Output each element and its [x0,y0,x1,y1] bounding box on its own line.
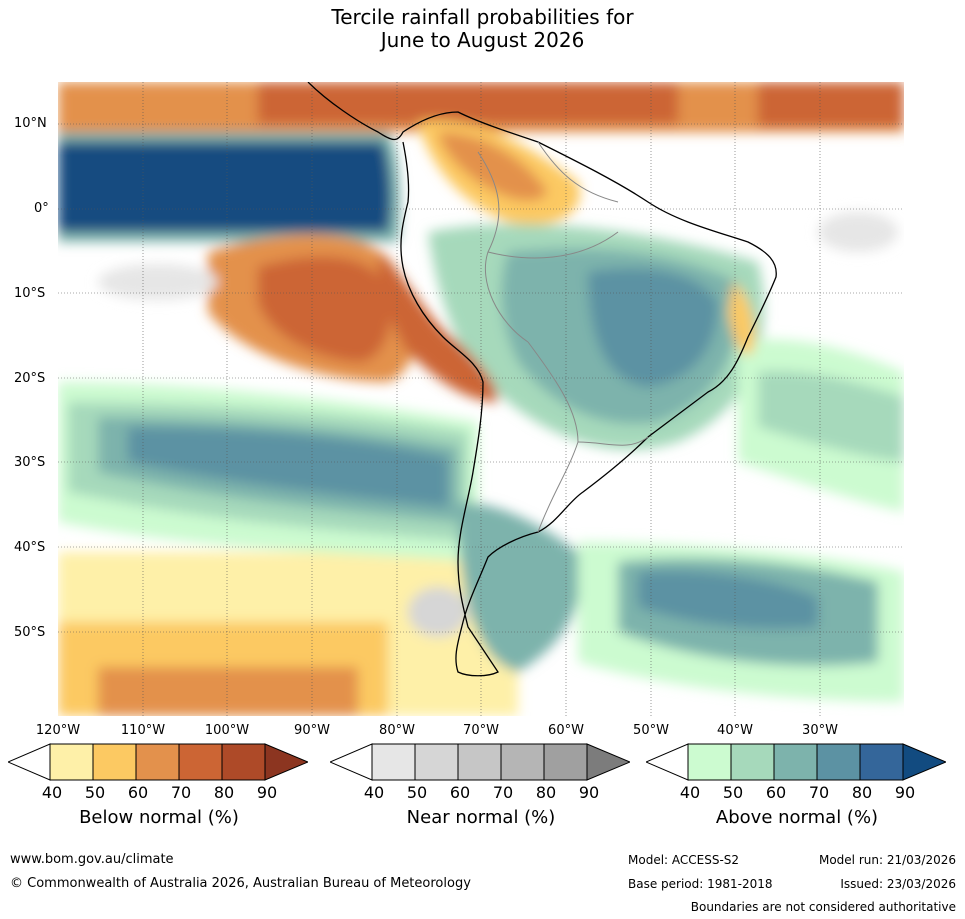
cb-above-tick: 80 [851,783,873,802]
rainfall-probability-map [58,82,904,716]
lon-label-110w: 110°W [120,723,166,738]
colorbar-below-min-triangle [8,743,51,781]
lat-label-10n: 10°N [14,116,47,131]
colorbar-near-title: Near normal (%) [406,807,556,828]
cb-above-tick: 40 [679,783,701,802]
cb-above-tick: 60 [765,783,787,802]
lon-label-90w: 90°W [294,723,330,738]
colorbar-below-swatch [136,744,179,780]
colorbar-near-normal [330,743,630,781]
colorbar-above-swatch [817,744,860,780]
lon-label-50w: 50°W [633,723,669,738]
colorbar-above-swatch [731,744,774,780]
cb-near-tick: 90 [578,783,600,802]
lon-label-120w: 120°W [35,723,81,738]
cb-below-tick: 50 [84,783,106,802]
footer-base-period: Base period: 1981-2018 [628,877,773,891]
colorbar-above-swatch [774,744,817,780]
colorbar-near-swatch [501,744,544,780]
footer-issued: Issued: 23/03/2026 [840,877,956,891]
lon-label-60w: 60°W [548,723,584,738]
colorbar-below-max-triangle [265,744,308,780]
cb-near-tick: 60 [449,783,471,802]
graticule [58,82,904,716]
lon-label-80w: 80°W [379,723,415,738]
lon-label-100w: 100°W [204,723,250,738]
cb-above-tick: 50 [722,783,744,802]
cb-below-tick: 90 [256,783,278,802]
footer-model-run: Model run: 21/03/2026 [818,853,956,867]
colorbar-above-swatch [688,744,731,780]
cb-near-tick: 40 [363,783,385,802]
lon-label-70w: 70°W [463,723,499,738]
lon-label-30w: 30°W [802,723,838,738]
map-title-line2: June to August 2026 [380,28,585,52]
colorbar-near-swatch [372,744,415,780]
lat-label-30s: 30°S [14,455,46,470]
footer-url: www.bom.gov.au/climate [10,852,174,867]
colorbar-above-title: Above normal (%) [715,807,879,828]
cb-near-tick: 70 [492,783,514,802]
colorbar-near-max-triangle [587,744,630,780]
cb-near-tick: 80 [535,783,557,802]
colorbar-below-swatch [222,744,265,780]
colorbar-near-swatch [415,744,458,780]
cb-near-tick: 50 [406,783,428,802]
colorbar-above-max-triangle [903,744,946,780]
colorbar-near-swatch [458,744,501,780]
lat-label-10s: 10°S [14,286,46,301]
cb-below-tick: 80 [213,783,235,802]
colorbar-near-min-triangle [330,743,373,781]
colorbar-below-title: Below normal (%) [79,807,239,828]
footer-disclaimer: Boundaries are not considered authoritat… [690,900,956,914]
colorbar-near-swatch [544,744,587,780]
colorbar-below-swatch [179,744,222,780]
lat-label-50s: 50°S [14,625,46,640]
cb-above-tick: 90 [894,783,916,802]
cb-below-tick: 60 [127,783,149,802]
footer-copyright: © Commonwealth of Australia 2026, Austra… [10,876,471,891]
colorbar-above-min-triangle [646,743,689,781]
country-borders [477,141,649,533]
colorbar-below-swatch [50,744,93,780]
cb-above-tick: 70 [808,783,830,802]
lon-label-40w: 40°W [717,723,753,738]
colorbar-above-swatch [860,744,903,780]
map-title-line1: Tercile rainfall probabilities for [331,5,634,29]
cb-below-tick: 70 [170,783,192,802]
colorbar-above-normal [646,743,946,781]
cb-below-tick: 40 [41,783,63,802]
lat-label-40s: 40°S [14,540,46,555]
colorbar-below-swatch [93,744,136,780]
lat-label-20s: 20°S [14,371,46,386]
colorbar-below-normal [8,743,308,781]
lat-label-0: 0° [34,201,49,216]
footer-model: Model: ACCESS-S2 [628,853,740,867]
